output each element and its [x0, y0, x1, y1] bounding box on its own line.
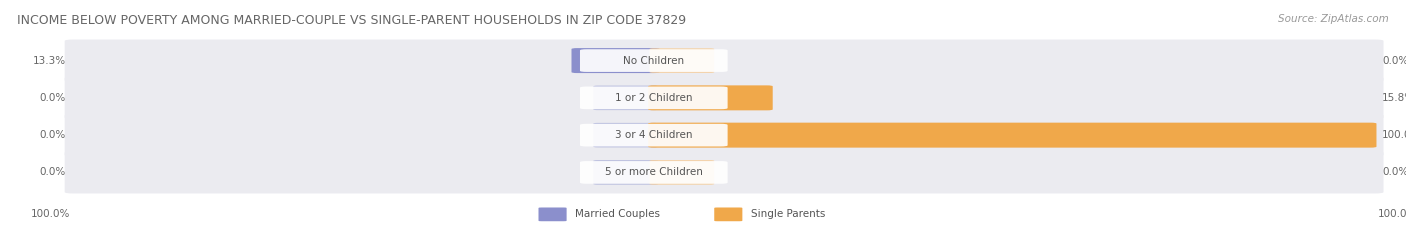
- Text: 13.3%: 13.3%: [32, 56, 66, 65]
- Text: 5 or more Children: 5 or more Children: [605, 168, 703, 177]
- FancyBboxPatch shape: [65, 77, 1384, 119]
- FancyBboxPatch shape: [65, 40, 1384, 82]
- Text: Married Couples: Married Couples: [575, 209, 659, 219]
- FancyBboxPatch shape: [538, 207, 567, 221]
- Text: No Children: No Children: [623, 56, 685, 65]
- Text: 15.8%: 15.8%: [1382, 93, 1406, 103]
- Text: Source: ZipAtlas.com: Source: ZipAtlas.com: [1278, 14, 1389, 24]
- FancyBboxPatch shape: [581, 124, 728, 147]
- Text: 100.0%: 100.0%: [1382, 130, 1406, 140]
- FancyBboxPatch shape: [581, 161, 728, 184]
- Text: Single Parents: Single Parents: [751, 209, 825, 219]
- FancyBboxPatch shape: [714, 207, 742, 221]
- Text: 3 or 4 Children: 3 or 4 Children: [614, 130, 693, 140]
- FancyBboxPatch shape: [593, 160, 658, 185]
- FancyBboxPatch shape: [581, 86, 728, 109]
- FancyBboxPatch shape: [648, 85, 773, 110]
- FancyBboxPatch shape: [65, 114, 1384, 156]
- Text: 100.0%: 100.0%: [31, 209, 70, 219]
- FancyBboxPatch shape: [648, 123, 1376, 148]
- FancyBboxPatch shape: [593, 86, 658, 110]
- FancyBboxPatch shape: [593, 123, 658, 147]
- Text: 0.0%: 0.0%: [39, 168, 66, 177]
- Text: 1 or 2 Children: 1 or 2 Children: [614, 93, 693, 103]
- FancyBboxPatch shape: [571, 48, 659, 73]
- Text: INCOME BELOW POVERTY AMONG MARRIED-COUPLE VS SINGLE-PARENT HOUSEHOLDS IN ZIP COD: INCOME BELOW POVERTY AMONG MARRIED-COUPL…: [17, 14, 686, 27]
- FancyBboxPatch shape: [581, 49, 728, 72]
- FancyBboxPatch shape: [650, 48, 714, 73]
- FancyBboxPatch shape: [650, 160, 714, 185]
- FancyBboxPatch shape: [65, 151, 1384, 193]
- Text: 0.0%: 0.0%: [39, 93, 66, 103]
- Text: 0.0%: 0.0%: [1382, 56, 1406, 65]
- Text: 100.0%: 100.0%: [1378, 209, 1406, 219]
- Text: 0.0%: 0.0%: [39, 130, 66, 140]
- Text: 0.0%: 0.0%: [1382, 168, 1406, 177]
